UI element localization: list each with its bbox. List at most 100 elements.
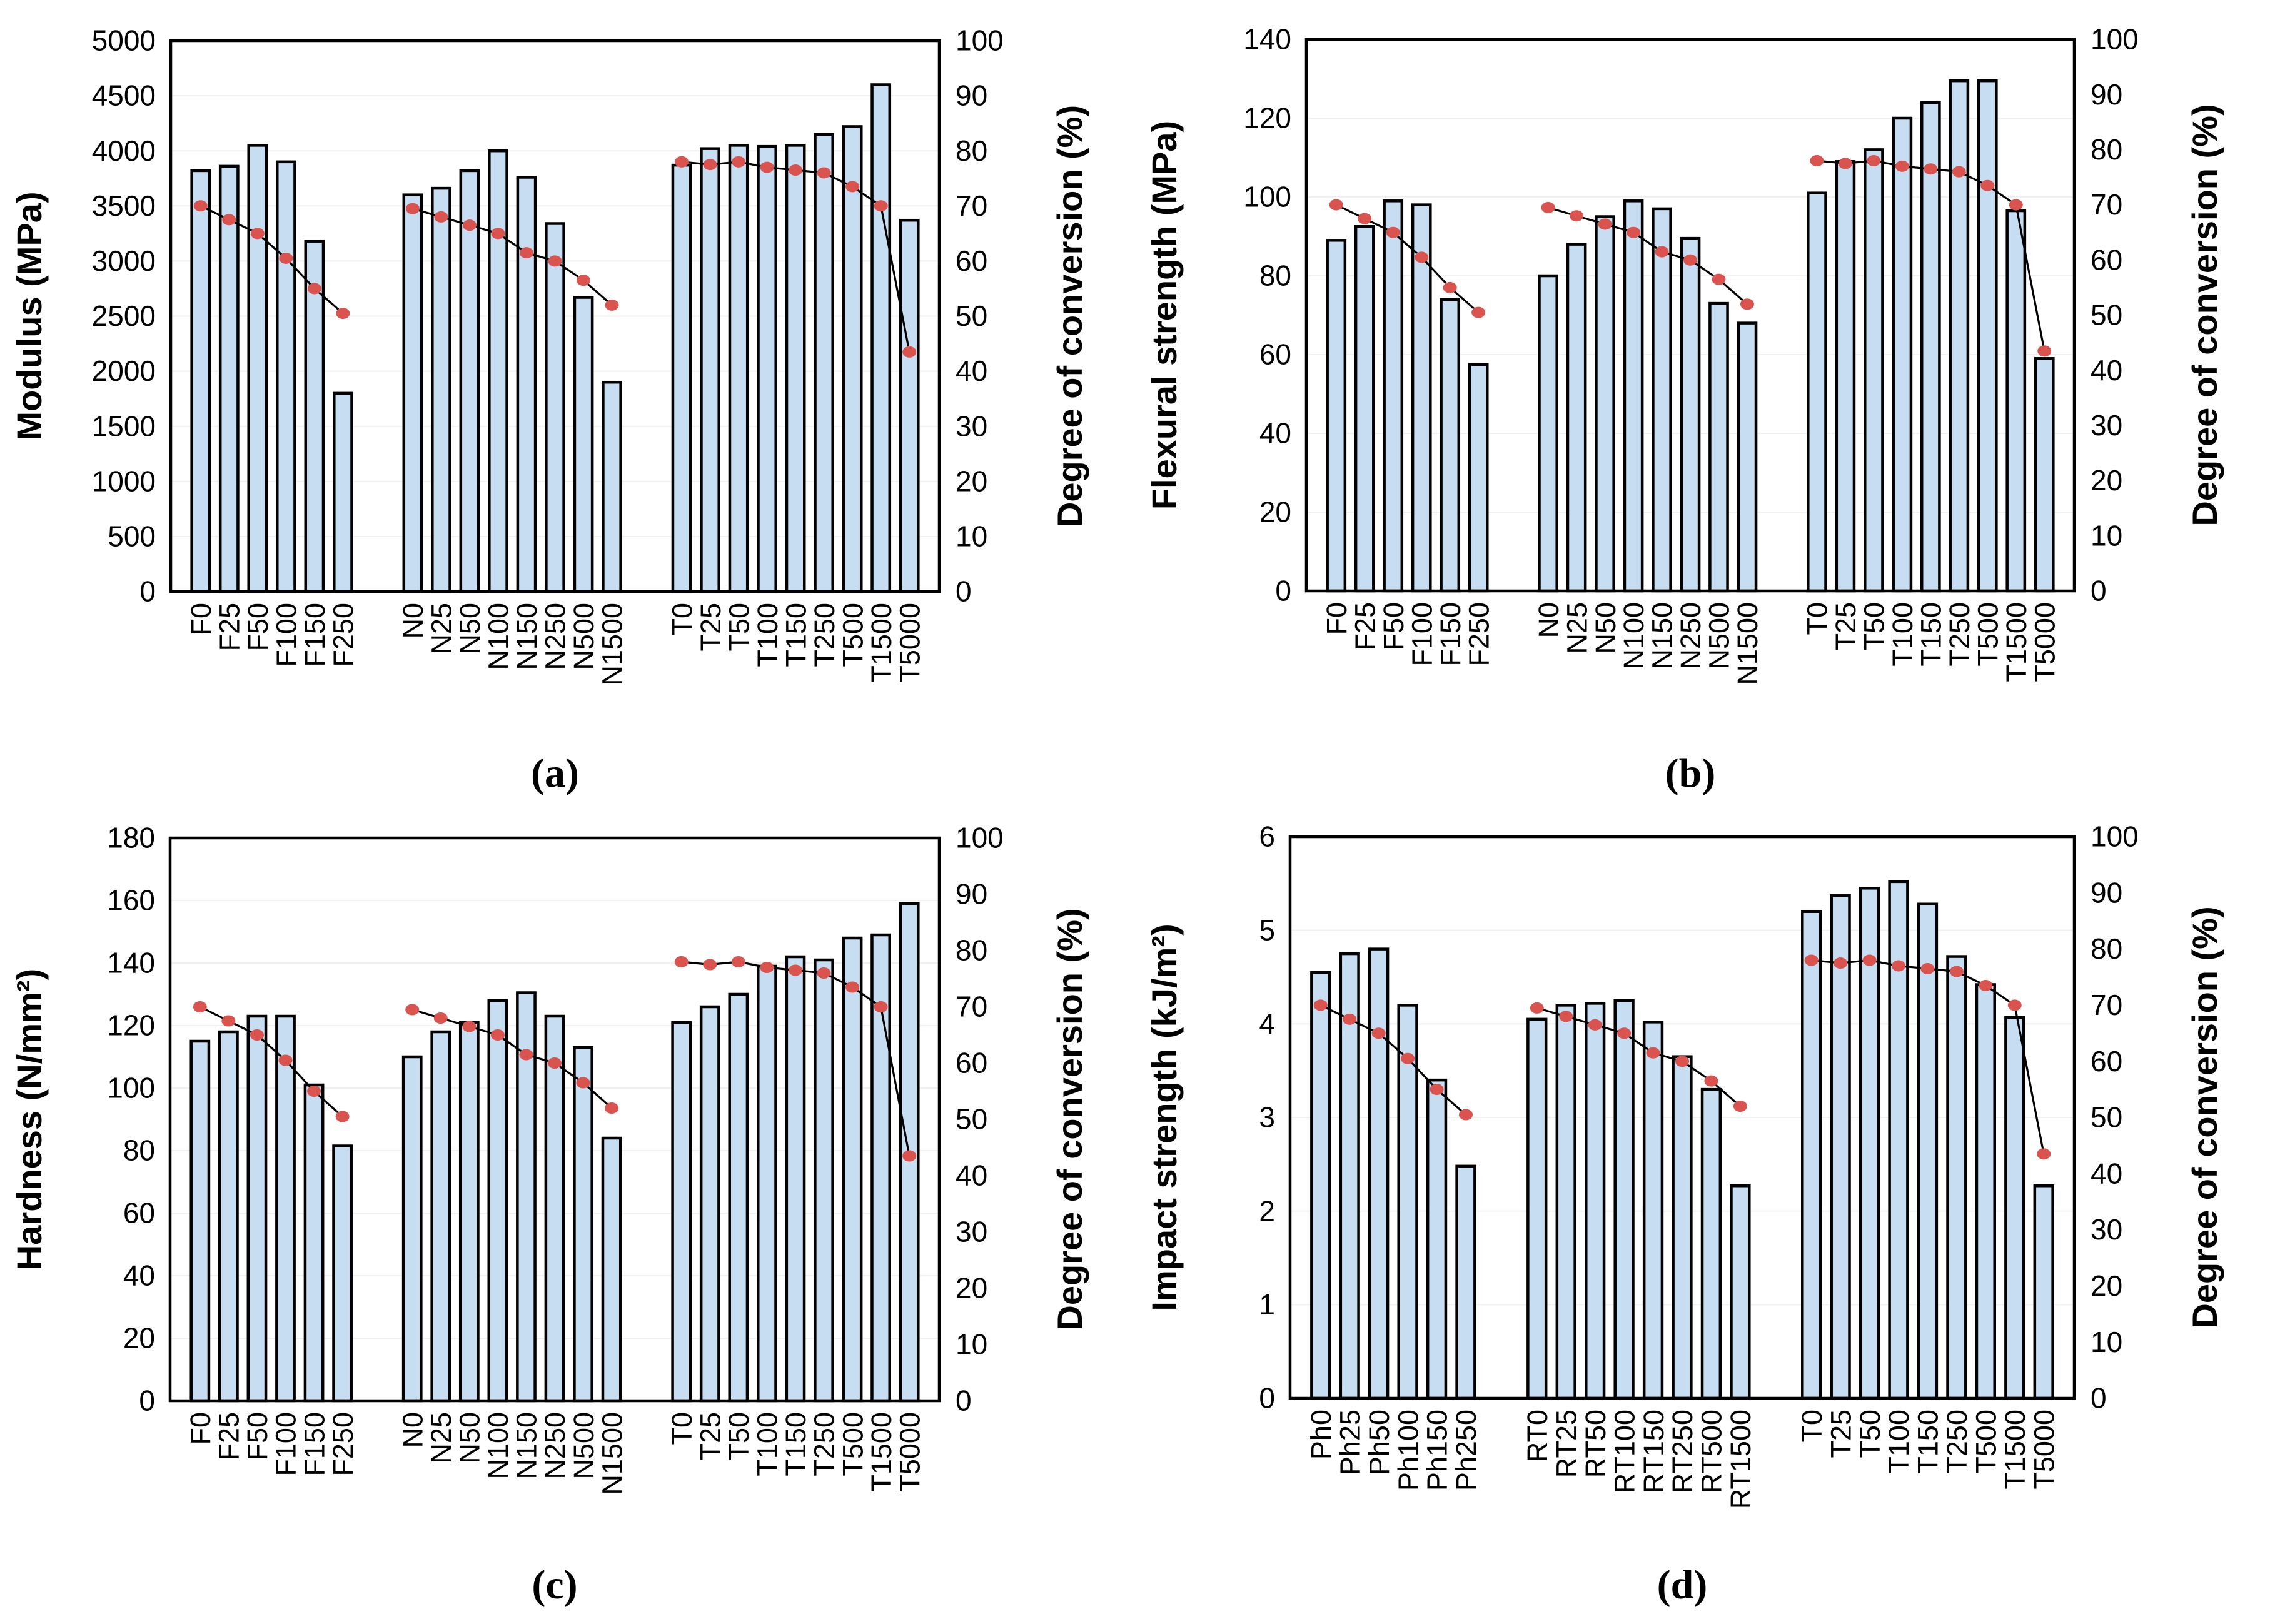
panel-b-bar-N150 bbox=[1652, 207, 1672, 593]
panel-b-conversion-marker-T5000 bbox=[2037, 345, 2052, 357]
panel-d-bar-RT500 bbox=[1700, 1087, 1722, 1400]
panel-c-bar-F250 bbox=[332, 1144, 353, 1403]
panel-a-bar-N500 bbox=[573, 296, 594, 593]
panel-d: Ph0 Ph25 Ph50 Ph100 Ph150 Ph250 RT0 RT25 RT50 RT1… bbox=[1135, 812, 2270, 1623]
panel-a-conversion-marker-F25 bbox=[222, 214, 236, 226]
panel-c-y-left-tick-label: 0 bbox=[139, 1384, 155, 1417]
panel-c-bar-F25 bbox=[218, 1030, 239, 1403]
panel-c-x-tick-label-T50: T50 bbox=[723, 1412, 755, 1461]
panel-b-y-left-tick-label: 120 bbox=[1243, 102, 1291, 134]
panel-c-x-tick-label-F50: F50 bbox=[241, 1412, 273, 1461]
panel-a-bar-F150 bbox=[304, 240, 325, 593]
panel-c-bar-N1500 bbox=[601, 1136, 622, 1403]
panel-d-y-right-tick-label: 60 bbox=[2091, 1045, 2122, 1077]
panel-d-conversion-marker-Ph100 bbox=[1401, 1052, 1415, 1064]
panel-b-bar-F25 bbox=[1354, 225, 1375, 593]
panel-a-plot-frame bbox=[169, 39, 941, 593]
panel-d-caption: (d) bbox=[1657, 1562, 1708, 1608]
panel-b-bar-T250 bbox=[1949, 79, 1970, 593]
panel-a-bar-T25 bbox=[700, 147, 720, 593]
panel-c-bar-T50 bbox=[728, 992, 749, 1403]
panel-d-y-left-tick-label: 5 bbox=[1259, 914, 1275, 946]
panel-d-x-tick-label-Ph50: Ph50 bbox=[1363, 1410, 1395, 1475]
panel-d-conversion-marker-T250 bbox=[1949, 966, 1964, 977]
panel-a-conversion-marker-F150 bbox=[307, 283, 321, 295]
panel-d-conversion-marker-RT100 bbox=[1617, 1027, 1632, 1039]
panel-c-x-tick-label-N250: N250 bbox=[539, 1412, 571, 1480]
panel-c-x-tick-label-N100: N100 bbox=[482, 1412, 514, 1480]
panel-b-y-right-tick-label: 30 bbox=[2091, 409, 2122, 441]
panel-c-x-tick-label-F0: F0 bbox=[184, 1412, 216, 1445]
panel-b-bar-T500 bbox=[1977, 79, 1998, 593]
panel-b-y-right-tick-label: 70 bbox=[2091, 188, 2122, 221]
panel-d-bar-RT1500 bbox=[1730, 1184, 1751, 1400]
panel-b-y-left-tick-label: 60 bbox=[1259, 338, 1291, 371]
panel-d-bar-RT100 bbox=[1613, 999, 1635, 1400]
panel-d-x-tick-label-T50: T50 bbox=[1854, 1410, 1886, 1458]
panel-a-x-tick-label-F250: F250 bbox=[328, 603, 360, 667]
panel-a-conversion-marker-N50 bbox=[462, 219, 477, 231]
panel-a-conversion-marker-T1500 bbox=[874, 200, 888, 212]
panel-d-conversion-marker-Ph250 bbox=[1458, 1109, 1473, 1121]
panel-d-bar-RT150 bbox=[1642, 1021, 1664, 1400]
panel-c-conversion-marker-T250 bbox=[817, 967, 831, 979]
panel-a-y-left-tick-label: 4000 bbox=[92, 134, 156, 167]
panel-b-conversion-marker-T25 bbox=[1838, 158, 1852, 169]
panel-b-bar-N1500 bbox=[1737, 321, 1758, 593]
panel-d-bar-RT25 bbox=[1555, 1004, 1576, 1400]
panel-d-x-tick-label-T5000: T5000 bbox=[2028, 1410, 2060, 1490]
panel-d-conversion-marker-T25 bbox=[1834, 957, 1848, 969]
panel-b-conversion-marker-N100 bbox=[1627, 226, 1641, 238]
panel-b-conversion-marker-F25 bbox=[1358, 213, 1372, 224]
panel-b-x-tick-label-F150: F150 bbox=[1435, 602, 1466, 667]
panel-c-conversion-marker-N25 bbox=[433, 1012, 448, 1024]
panel-a-bar-N100 bbox=[488, 149, 508, 593]
panel-b-plot-frame bbox=[1304, 38, 2076, 593]
panel-c-conversion-marker-T5000 bbox=[902, 1150, 917, 1162]
panel-a-x-tick-label-F100: F100 bbox=[271, 603, 303, 667]
panel-d-x-tick-label-T250: T250 bbox=[1941, 1410, 1973, 1474]
panel-d-conversion-marker-RT25 bbox=[1559, 1011, 1573, 1022]
panel-b-y-right-tick-label: 90 bbox=[2091, 78, 2122, 111]
panel-a-conversion-marker-N100 bbox=[491, 228, 505, 240]
panel-b-y-right-tick-label: 50 bbox=[2091, 299, 2122, 331]
panel-d-conversion-marker-T150 bbox=[1920, 963, 1935, 975]
panel-b-x-tick-label-F50: F50 bbox=[1378, 602, 1410, 651]
panel-c-bar-T250 bbox=[814, 958, 834, 1403]
panel-b-x-tick-label-F25: F25 bbox=[1349, 602, 1381, 651]
panel-a-bar-T0 bbox=[671, 163, 692, 593]
panel-a-bar-F250 bbox=[333, 391, 353, 593]
panel-d-bar-Ph150 bbox=[1426, 1078, 1448, 1400]
panel-a-x-tick-label-N150: N150 bbox=[511, 603, 543, 670]
panel-a: F0 F25 F50 F100 F150 F250 N0 N25 N50 N100 N150 N250… bbox=[0, 0, 1135, 812]
panel-c-bar-N25 bbox=[430, 1030, 451, 1403]
panel-c-y-right-tick-label: 100 bbox=[956, 822, 1004, 854]
panel-d-y-right-tick-label: 70 bbox=[2091, 989, 2122, 1021]
panel-c-bar-T150 bbox=[785, 955, 806, 1403]
panel-c-x-tick-label-F25: F25 bbox=[213, 1412, 245, 1461]
panel-d-bar-T5000 bbox=[2033, 1184, 2054, 1400]
panel-c-x-tick-label-F150: F150 bbox=[298, 1412, 330, 1476]
panel-b-conversion-marker-F150 bbox=[1443, 281, 1457, 293]
panel-b-conversion-marker-T1500 bbox=[2009, 199, 2023, 211]
panel-c-conversion-marker-N50 bbox=[462, 1021, 477, 1032]
panel-d-conversion-marker-T5000 bbox=[2037, 1148, 2051, 1160]
panel-d-bar-RT250 bbox=[1672, 1055, 1693, 1400]
panel-a-x-tick-label-N500: N500 bbox=[568, 603, 600, 670]
panel-c-bar-T0 bbox=[671, 1021, 692, 1403]
panel-a-x-tick-label-N100: N100 bbox=[483, 603, 515, 670]
panel-c-y-right-tick-label: 60 bbox=[956, 1047, 987, 1079]
panel-a-x-tick-label-T50: T50 bbox=[723, 603, 755, 652]
panel-c-conversion-marker-N250 bbox=[548, 1057, 562, 1069]
panel-d-x-tick-label-RT1500: RT1500 bbox=[1725, 1410, 1757, 1509]
panel-c-y-right-tick-label: 10 bbox=[956, 1328, 987, 1361]
panel-c-y-left-tick-label: 60 bbox=[123, 1197, 155, 1229]
panel-c-bar-N500 bbox=[573, 1046, 593, 1403]
panel-d-bar-T100 bbox=[1888, 880, 1909, 1400]
panel-b-x-tick-label-N500: N500 bbox=[1703, 602, 1735, 670]
panel-a-x-tick-label-F0: F0 bbox=[185, 603, 217, 636]
panel-b-x-tick-label-T100: T100 bbox=[1887, 602, 1919, 667]
panel-b-x-tick-label-N150: N150 bbox=[1647, 602, 1678, 670]
panel-c-y-left-tick-label: 180 bbox=[107, 822, 155, 854]
